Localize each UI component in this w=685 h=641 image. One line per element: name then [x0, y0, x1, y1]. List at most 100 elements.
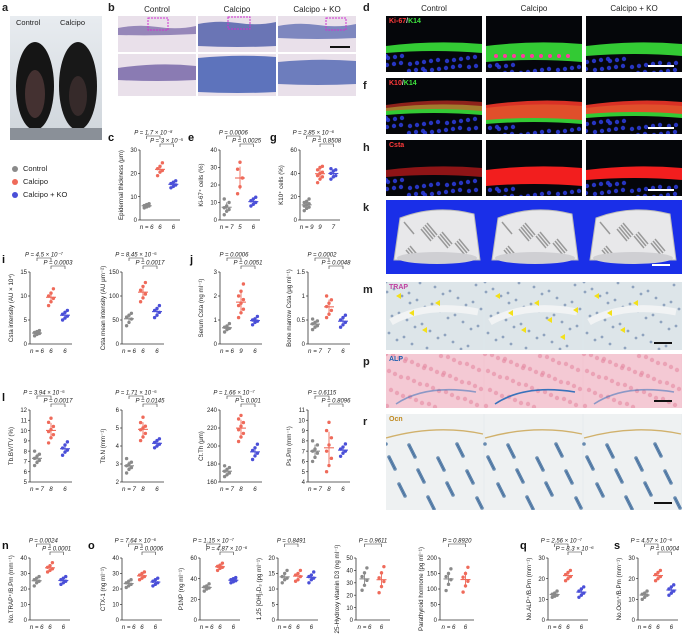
cell — [540, 292, 544, 296]
data-point — [236, 315, 241, 320]
cell — [550, 340, 554, 344]
data-point — [224, 209, 229, 213]
cell — [478, 386, 484, 392]
he-control-high — [118, 54, 196, 96]
cell — [418, 282, 422, 285]
bone-base — [397, 252, 477, 264]
chart-q: 0 10 20 30 No.ALP⁺/B.Pm (mm⁻¹) n = 6 6 6 P = 2.5… — [520, 538, 594, 632]
n-label: 8 — [141, 486, 145, 493]
significance-bracket — [644, 543, 659, 547]
data-point — [46, 294, 51, 298]
data-point — [155, 166, 160, 171]
cell — [489, 314, 493, 318]
cell — [644, 316, 648, 320]
p-value-label: P = 2.56 × 10⁻⁷ — [541, 538, 583, 545]
cell — [504, 318, 508, 322]
data-point — [343, 320, 348, 325]
cell — [583, 290, 587, 294]
data-point — [341, 315, 345, 320]
arrow-icon — [633, 300, 638, 306]
scale-bar — [654, 400, 672, 402]
data-point — [236, 303, 241, 308]
data-point — [32, 578, 36, 582]
he-calcipo-low — [198, 16, 276, 52]
data-point — [255, 451, 260, 455]
p-value-label: P = 3 × 10⁻⁵ — [150, 138, 184, 145]
data-point — [327, 312, 331, 316]
cell — [595, 311, 599, 315]
data-point — [63, 443, 67, 447]
cell — [484, 290, 488, 294]
y-tick-label: 2 — [214, 294, 218, 300]
trabecula — [650, 242, 662, 256]
separator: / — [406, 18, 409, 25]
data-point — [313, 455, 317, 460]
data-point — [329, 171, 333, 176]
significance-bracket — [328, 403, 344, 407]
data-point — [222, 464, 227, 468]
data-point — [152, 440, 157, 445]
n-label: 6 — [49, 348, 53, 355]
p-value-label: P = 0.0004 — [650, 547, 680, 553]
cell — [479, 307, 483, 311]
cell — [651, 376, 657, 382]
n-label: 6 — [141, 348, 145, 355]
data-point — [215, 568, 220, 573]
n-label: 6 — [670, 624, 674, 631]
p-value-label: P = 8.3 × 10⁻⁶ — [556, 546, 595, 553]
scale-bar — [648, 127, 674, 129]
y-tick-label: 150 — [427, 572, 438, 578]
data-point — [59, 582, 63, 587]
significance-bracket — [50, 265, 66, 269]
n-label: 6 — [48, 624, 52, 631]
bone-base — [495, 252, 575, 264]
data-point — [234, 575, 238, 580]
chart-l3: 160 180 200 220 240 Ct.Th (μm) n = 7 8 6 P = 1.66… — [198, 390, 262, 493]
cell — [588, 354, 594, 358]
data-point — [667, 593, 671, 597]
chart-e: 0 10 20 30 40 Ki-67⁺ cells (%) n = 7 5 6 P = 0.00… — [188, 131, 262, 232]
cell — [413, 397, 419, 403]
y-tick-label: 20 — [190, 598, 197, 604]
cell — [525, 401, 531, 407]
y-axis-label: CTX-1 (ng ml⁻¹) — [100, 567, 107, 611]
data-point — [63, 450, 67, 454]
y-tick-label: 9 — [302, 429, 306, 435]
data-point — [227, 207, 231, 212]
p-value-label: P = 0.0025 — [232, 139, 262, 145]
cell — [461, 320, 465, 324]
cell — [419, 400, 425, 406]
data-point — [37, 328, 42, 333]
data-point — [310, 459, 315, 464]
data-point — [46, 441, 51, 445]
cell — [486, 455, 490, 459]
significance-bracket — [240, 403, 256, 407]
data-point — [35, 460, 39, 465]
mouse-label-control: Control — [16, 18, 41, 27]
cell — [407, 443, 411, 447]
data-point — [656, 570, 660, 575]
y-axis-label: Ct.Th (μm) — [198, 431, 205, 461]
cell — [415, 298, 419, 302]
cell — [645, 373, 651, 379]
cell — [573, 283, 577, 287]
data-point — [155, 173, 160, 178]
n-label: 7 — [332, 224, 336, 231]
trabecula — [637, 231, 649, 245]
data-point — [563, 572, 568, 577]
cell — [438, 354, 444, 359]
y-tick-label: 50 — [112, 318, 119, 324]
p-value-label: P = 0.9611 — [359, 539, 388, 545]
data-point — [466, 579, 470, 583]
data-point — [343, 449, 348, 453]
n-label: n = 7 — [30, 486, 44, 493]
cell — [504, 375, 510, 381]
data-point — [382, 564, 386, 569]
y-tick-label: 100 — [109, 294, 120, 300]
data-point — [307, 205, 311, 209]
cell — [577, 386, 583, 392]
cell — [502, 356, 508, 362]
k10-image-2 — [586, 78, 682, 134]
legend-label: Control — [23, 164, 48, 173]
y-axis-label: Bone marrow Csta (μg ml⁻¹) — [286, 269, 293, 347]
